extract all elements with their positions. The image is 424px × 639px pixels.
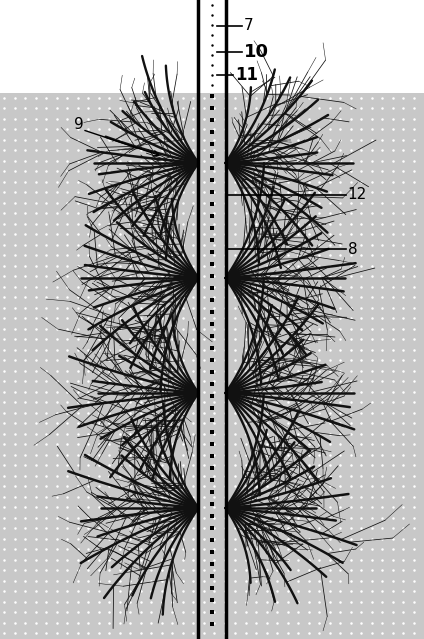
Text: 10: 10 bbox=[244, 43, 269, 61]
Text: 12: 12 bbox=[348, 187, 367, 203]
Bar bbox=[0, 93, 424, 639]
Text: 11: 11 bbox=[235, 66, 258, 84]
Text: 7: 7 bbox=[244, 18, 254, 33]
Text: 8: 8 bbox=[348, 242, 357, 257]
Text: 9: 9 bbox=[74, 117, 84, 132]
